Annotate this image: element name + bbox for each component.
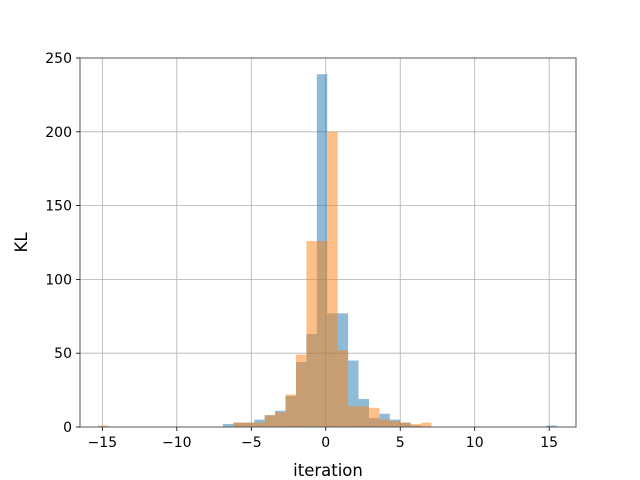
histogram-bar-series-1	[337, 350, 349, 427]
histogram-bar-series-1	[306, 241, 317, 427]
x-tick-label: 10	[466, 435, 484, 451]
x-axis-label: iteration	[293, 461, 363, 480]
y-axis-label: KL	[12, 232, 31, 253]
y-tick-label: 100	[45, 272, 72, 288]
y-tick-label: 50	[54, 346, 72, 362]
x-tick-label: 5	[396, 435, 405, 451]
histogram-bar-series-1	[368, 407, 380, 427]
histogram-bar-series-1	[379, 419, 390, 427]
histogram-bar-series-1	[410, 424, 422, 427]
y-tick-label: 200	[45, 125, 72, 141]
histogram-bar-series-1	[400, 422, 411, 427]
histogram-bar-series-1	[275, 412, 286, 427]
y-axis-ticks: 0 50 100 150 200 250	[45, 51, 80, 436]
x-tick-label: −10	[162, 435, 192, 451]
x-tick-label: 0	[321, 435, 330, 451]
histogram-bar-series-1	[295, 354, 307, 427]
x-axis-ticks: −15 −10 −5 0 5 10 15	[88, 427, 558, 451]
histogram-bar-series-1	[389, 421, 401, 427]
histogram-bar-series-1	[327, 131, 338, 428]
histogram-bar-series-1	[264, 415, 276, 427]
histogram-bar-series-1	[316, 241, 328, 427]
histogram-bar-series-1	[233, 422, 244, 427]
histogram-bar-series-1	[285, 394, 296, 427]
histogram-bar-series-1	[254, 422, 265, 427]
x-tick-label: −5	[241, 435, 262, 451]
histogram-bar-series-1	[421, 422, 432, 427]
histogram-bar-series-1	[358, 406, 369, 427]
histogram-bar-series-1	[97, 425, 109, 427]
plot-frame	[79, 57, 577, 428]
x-tick-label: −15	[88, 435, 118, 451]
histogram-bar-series-0	[546, 425, 557, 427]
y-tick-label: 250	[45, 51, 72, 67]
histogram-bar-series-0	[222, 424, 234, 427]
x-tick-label: 15	[540, 435, 558, 451]
histogram-bars	[97, 74, 557, 428]
histogram-bar-series-0	[348, 360, 359, 427]
y-tick-label: 0	[63, 420, 72, 436]
histogram-bar-series-1	[243, 422, 255, 427]
histogram-bar-series-1	[348, 406, 359, 427]
y-tick-label: 150	[45, 199, 72, 215]
